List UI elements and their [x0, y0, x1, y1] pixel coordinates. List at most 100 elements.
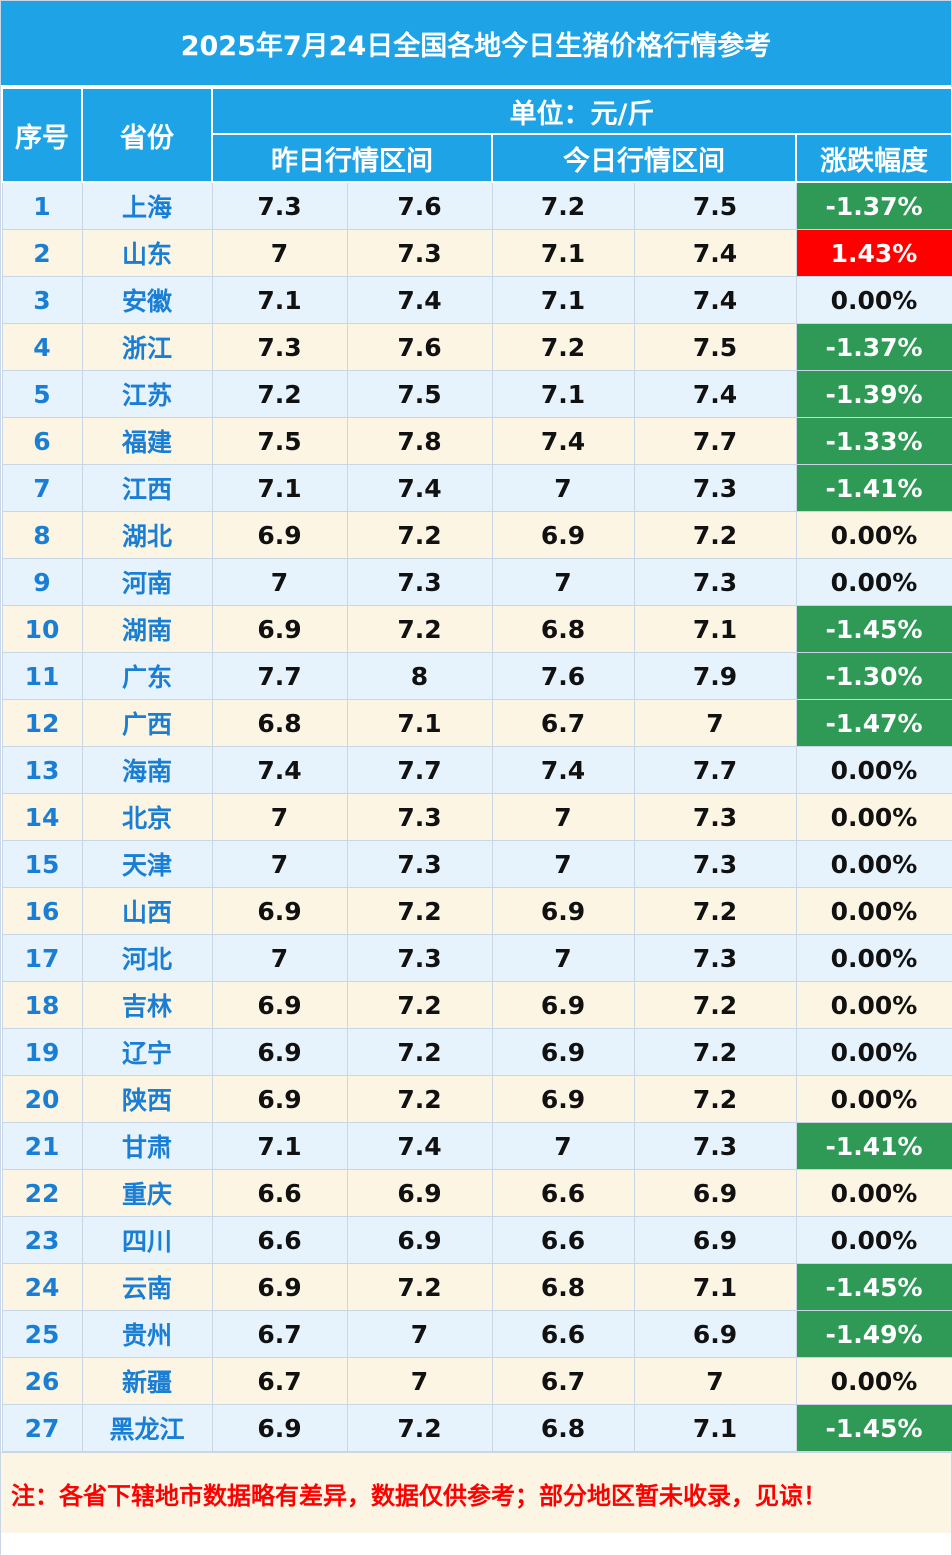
row-index: 13 [1, 746, 83, 794]
row-today-high: 7.4 [633, 370, 797, 418]
row-index: 22 [1, 1169, 83, 1217]
row-yesterday-low: 6.9 [211, 1075, 348, 1123]
row-province: 黑龙江 [81, 1404, 213, 1452]
row-province: 浙江 [81, 323, 213, 371]
table-row: 19 辽宁 6.9 7.2 6.9 7.2 0.00% [1, 1028, 952, 1076]
row-yesterday-high: 7.7 [346, 746, 493, 794]
row-today-low: 6.7 [491, 699, 635, 747]
row-today-low: 7.4 [491, 746, 635, 794]
row-change: 0.00% [795, 746, 952, 794]
row-province: 新疆 [81, 1357, 213, 1405]
row-today-high: 7.5 [633, 323, 797, 371]
row-yesterday-low: 7.1 [211, 276, 348, 324]
row-today-low: 6.8 [491, 605, 635, 653]
row-province: 福建 [81, 417, 213, 465]
table-row: 26 新疆 6.7 7 6.7 7 0.00% [1, 1357, 952, 1405]
row-today-high: 7.3 [633, 1122, 797, 1170]
row-province: 江西 [81, 464, 213, 512]
table-row: 1 上海 7.3 7.6 7.2 7.5 -1.37% [1, 181, 952, 230]
row-yesterday-low: 7 [211, 793, 348, 841]
row-province: 天津 [81, 840, 213, 888]
row-yesterday-high: 7.4 [346, 1122, 493, 1170]
row-yesterday-high: 7.3 [346, 934, 493, 982]
row-yesterday-low: 7 [211, 229, 348, 277]
row-index: 19 [1, 1028, 83, 1076]
row-yesterday-low: 6.6 [211, 1169, 348, 1217]
row-today-high: 7.2 [633, 981, 797, 1029]
table-row: 27 黑龙江 6.9 7.2 6.8 7.1 -1.45% [1, 1404, 952, 1452]
row-province: 河北 [81, 934, 213, 982]
row-yesterday-high: 7 [346, 1310, 493, 1358]
row-change: -1.33% [795, 417, 952, 465]
table-row: 16 山西 6.9 7.2 6.9 7.2 0.00% [1, 887, 952, 935]
row-province: 山东 [81, 229, 213, 277]
row-change: -1.45% [795, 605, 952, 653]
table-row: 9 河南 7 7.3 7 7.3 0.00% [1, 558, 952, 606]
row-yesterday-low: 7 [211, 840, 348, 888]
row-today-low: 7 [491, 840, 635, 888]
row-province: 河南 [81, 558, 213, 606]
row-change: -1.39% [795, 370, 952, 418]
row-today-high: 7.3 [633, 840, 797, 888]
row-yesterday-low: 6.9 [211, 1404, 348, 1452]
row-change: 0.00% [795, 558, 952, 606]
row-today-high: 6.9 [633, 1169, 797, 1217]
row-yesterday-low: 6.9 [211, 1028, 348, 1076]
row-yesterday-low: 7.4 [211, 746, 348, 794]
row-yesterday-low: 7.3 [211, 323, 348, 371]
row-today-high: 7.1 [633, 1404, 797, 1452]
row-yesterday-high: 7.4 [346, 464, 493, 512]
row-yesterday-high: 7.2 [346, 981, 493, 1029]
row-province: 甘肃 [81, 1122, 213, 1170]
row-today-low: 6.9 [491, 1028, 635, 1076]
row-today-low: 6.9 [491, 887, 635, 935]
row-index: 2 [1, 229, 83, 277]
row-index: 9 [1, 558, 83, 606]
row-province: 广西 [81, 699, 213, 747]
row-change: 0.00% [795, 1028, 952, 1076]
row-change: 0.00% [795, 1357, 952, 1405]
row-today-low: 6.9 [491, 511, 635, 559]
row-index: 8 [1, 511, 83, 559]
header-unit: 单位：元/斤 [211, 87, 952, 135]
row-change: 1.43% [795, 229, 952, 277]
header-yesterday: 昨日行情区间 [211, 133, 493, 183]
row-index: 6 [1, 417, 83, 465]
row-today-high: 7.3 [633, 934, 797, 982]
row-yesterday-high: 7.3 [346, 558, 493, 606]
row-yesterday-low: 6.8 [211, 699, 348, 747]
table-row: 24 云南 6.9 7.2 6.8 7.1 -1.45% [1, 1263, 952, 1311]
row-index: 24 [1, 1263, 83, 1311]
row-today-high: 7.2 [633, 511, 797, 559]
row-today-low: 7 [491, 934, 635, 982]
footnote: 注：各省下辖地市数据略有差异，数据仅供参考；部分地区暂未收录，见谅！ [1, 1452, 951, 1533]
row-yesterday-high: 7.2 [346, 1404, 493, 1452]
row-today-high: 7.3 [633, 464, 797, 512]
table-row: 5 江苏 7.2 7.5 7.1 7.4 -1.39% [1, 370, 952, 418]
row-index: 18 [1, 981, 83, 1029]
row-index: 21 [1, 1122, 83, 1170]
row-index: 14 [1, 793, 83, 841]
table-row: 15 天津 7 7.3 7 7.3 0.00% [1, 840, 952, 888]
row-change: 0.00% [795, 1075, 952, 1123]
table-row: 14 北京 7 7.3 7 7.3 0.00% [1, 793, 952, 841]
row-today-low: 6.6 [491, 1169, 635, 1217]
row-change: 0.00% [795, 276, 952, 324]
row-yesterday-low: 6.9 [211, 605, 348, 653]
row-index: 4 [1, 323, 83, 371]
table-body: 1 上海 7.3 7.6 7.2 7.5 -1.37% 2 山东 7 7.3 7.1 7.4 1.43% 3… [1, 181, 952, 1452]
row-yesterday-high: 7.4 [346, 276, 493, 324]
row-today-low: 7 [491, 464, 635, 512]
row-today-low: 7 [491, 1122, 635, 1170]
row-province: 重庆 [81, 1169, 213, 1217]
header-index: 序号 [1, 87, 83, 183]
row-index: 15 [1, 840, 83, 888]
table-row: 7 江西 7.1 7.4 7 7.3 -1.41% [1, 464, 952, 512]
row-today-low: 6.7 [491, 1357, 635, 1405]
row-index: 11 [1, 652, 83, 700]
row-province: 安徽 [81, 276, 213, 324]
row-today-low: 7.1 [491, 276, 635, 324]
row-change: -1.37% [795, 181, 952, 230]
row-yesterday-high: 7.3 [346, 229, 493, 277]
